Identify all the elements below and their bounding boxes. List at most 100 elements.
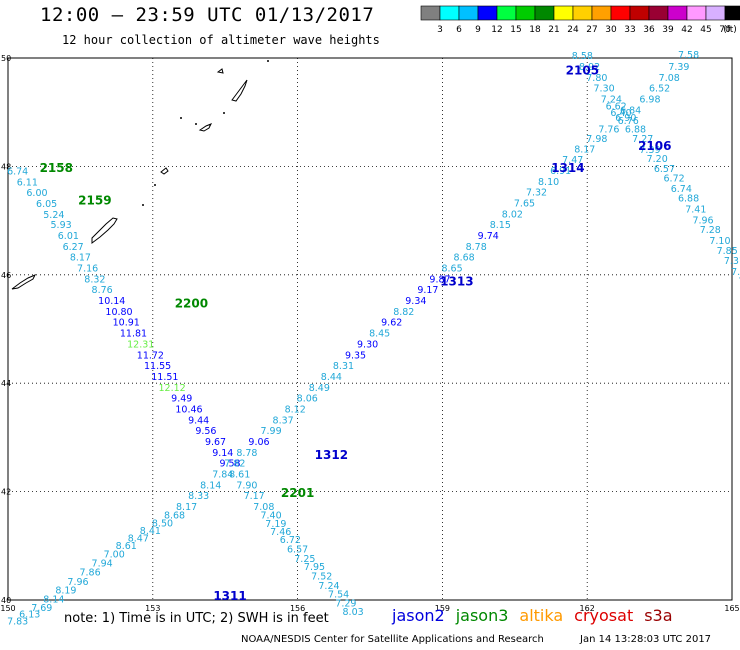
wave-height-value: 8.41 <box>140 526 161 537</box>
wave-height-value: 12.31 <box>127 339 154 350</box>
wave-height-value: 8.06 <box>297 394 318 405</box>
legend-label: 33 <box>624 25 635 35</box>
wave-height-value: 6.74 <box>7 167 28 178</box>
wave-height-value: 7.28 <box>700 225 721 236</box>
wave-height-value: 6.88 <box>678 194 699 205</box>
wave-height-value: 5.24 <box>43 210 64 221</box>
wave-height-value: 7.65 <box>514 199 535 210</box>
wave-height-value: 8.12 <box>285 404 306 415</box>
wave-height-value: 8.17 <box>70 253 91 264</box>
wave-height-value: 7.32 <box>738 277 740 288</box>
wave-height-value: 7.58 <box>678 50 699 61</box>
coastline <box>91 217 118 244</box>
wave-height-value: 6.91 <box>550 166 571 177</box>
legend-label: 15 <box>510 25 521 35</box>
wave-height-value: 8.78 <box>466 242 487 253</box>
wave-height-value: 7.24 <box>601 94 622 105</box>
wave-height-value: 9.14 <box>212 448 233 459</box>
wave-height-value: 7.41 <box>685 204 706 215</box>
wave-height-value: 6.40 <box>610 108 631 119</box>
pass-time-label: 1314 <box>551 161 584 175</box>
wave-height-value: 7.08 <box>253 502 274 513</box>
wave-height-value: 7.00 <box>104 550 125 561</box>
wave-height-value: 8.10 <box>538 177 559 188</box>
wave-height-value: 6.27 <box>63 242 84 253</box>
wave-height-value: 6.57 <box>654 164 675 175</box>
wave-height-value: 6.98 <box>639 94 660 105</box>
legend-label: 21 <box>548 25 559 35</box>
wave-height-value: 9.58 <box>219 459 240 470</box>
wave-height-value: 7.25 <box>294 554 315 565</box>
satellite-name: cryosat <box>574 606 634 625</box>
wave-height-value: 8.58 <box>572 51 593 62</box>
coastline <box>198 123 213 132</box>
wave-height-value: 7.76 <box>598 124 619 135</box>
islet <box>223 112 225 114</box>
wave-height-value: 8.03 <box>343 607 364 618</box>
wave-height-value: 7.90 <box>236 480 257 491</box>
wave-height-value: 9.49 <box>171 394 192 405</box>
satellite-name: jason2 <box>392 606 445 625</box>
wave-height-value: 7.80 <box>586 73 607 84</box>
wave-height-value: 8.45 <box>369 329 390 340</box>
pass-time-label: 2105 <box>566 63 599 77</box>
lon-tick-label: 156 <box>290 604 305 613</box>
wave-height-value: 7.27 <box>632 134 653 145</box>
legend-label: 3 <box>437 25 443 35</box>
wave-height-value: 8.32 <box>84 274 105 285</box>
wave-height-value: 7.29 <box>335 599 356 610</box>
wave-height-value: 7.47 <box>562 155 583 166</box>
lon-tick-label: 159 <box>435 604 450 613</box>
wave-height-value: 6.01 <box>58 231 79 242</box>
wave-height-value: 10.46 <box>175 404 202 415</box>
pass-time-label: 2159 <box>78 193 111 207</box>
wave-height-value: 10.14 <box>98 296 125 307</box>
wave-height-value: 11.72 <box>137 350 164 361</box>
wave-height-value: 7.54 <box>328 589 349 600</box>
wave-height-value: 9.06 <box>248 437 269 448</box>
wave-height-value: 8.15 <box>490 220 511 231</box>
lat-tick-label: 44 <box>1 379 11 388</box>
islet <box>195 123 197 125</box>
legend-label: 6 <box>456 25 462 35</box>
wave-height-value: 9.17 <box>417 285 438 296</box>
wave-height-value: 10.80 <box>105 307 132 318</box>
map-subtitle: 12 hour collection of altimeter wave hei… <box>62 33 380 47</box>
wave-height-value: 6.13 <box>19 609 40 620</box>
wave-height-value: 11.51 <box>151 372 178 383</box>
wave-height-value: 7.17 <box>244 491 265 502</box>
wave-height-value: 7.39 <box>639 145 660 156</box>
wave-height-value: 6.74 <box>671 184 692 195</box>
lat-tick-label: 50 <box>1 54 11 63</box>
wave-height-value: 8.68 <box>454 253 475 264</box>
legend-label: 39 <box>662 25 674 35</box>
wave-height-value: 8.50 <box>152 518 173 529</box>
pass-time-label: 2106 <box>638 139 671 153</box>
pass-time-label: 1311 <box>213 589 246 603</box>
wave-height-value: 9.74 <box>478 231 499 242</box>
footer-note: note: 1) Time is in UTC; 2) SWH is in fe… <box>64 611 329 626</box>
pass-time-label: 2200 <box>175 296 208 310</box>
lat-tick-label: 46 <box>1 271 11 280</box>
wave-height-value: 7.32 <box>526 188 547 199</box>
wave-height-value: 7.94 <box>92 558 113 569</box>
wave-height-value: 8.02 <box>502 209 523 220</box>
satellite-legend: jason2 jason3 altika cryosat s3a <box>392 606 684 625</box>
wave-height-value: 9.30 <box>357 339 378 350</box>
generated-timestamp: Jan 14 13:28:03 UTC 2017 <box>580 634 712 645</box>
wave-height-value: 8.44 <box>321 372 342 383</box>
wave-height-value: 6.57 <box>287 544 308 555</box>
wave-height-value: 6.88 <box>625 124 646 135</box>
wave-height-value: 7.20 <box>647 154 668 165</box>
wave-height-value: 7.96 <box>67 577 88 588</box>
wave-height-value: 8.47 <box>128 533 149 544</box>
wave-height-value: 12.12 <box>159 383 186 394</box>
color-legend: 3 6 9 12 15 18 21 24 27 30 33 36 39 42 45 70(ft) <box>420 5 740 35</box>
wave-height-value: 7.31 <box>724 256 740 267</box>
lon-tick-label: 165 <box>724 604 739 613</box>
coastline <box>11 274 37 290</box>
wave-height-value: 11.81 <box>120 329 147 340</box>
wave-height-value: 7.83 <box>7 616 28 627</box>
pass-time-label: 1313 <box>440 275 473 289</box>
